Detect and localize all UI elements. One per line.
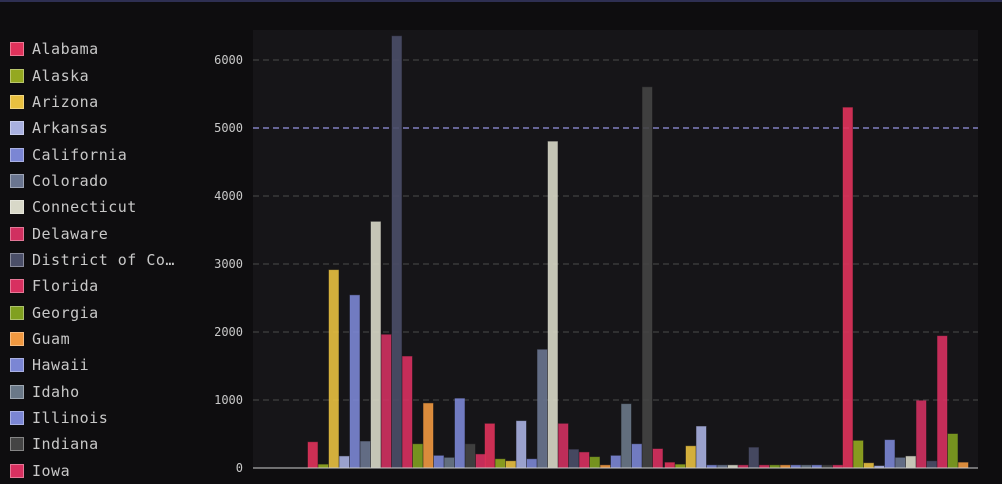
y-tick-label: 1000 <box>214 393 243 407</box>
bar <box>843 108 853 468</box>
bar <box>676 465 686 468</box>
bar <box>632 444 642 468</box>
bar <box>590 457 600 468</box>
bar <box>371 222 381 468</box>
bar <box>319 465 329 468</box>
bar <box>653 449 663 468</box>
bar <box>361 442 371 469</box>
bar <box>643 87 653 468</box>
y-tick-label: 0 <box>236 461 243 475</box>
bar <box>485 424 495 468</box>
y-tick-label: 5000 <box>214 121 243 135</box>
plot-area <box>253 30 978 468</box>
bar <box>697 427 707 469</box>
bar <box>455 399 465 468</box>
bar <box>948 434 958 468</box>
bar <box>424 403 434 468</box>
bar <box>434 456 444 468</box>
bar <box>517 421 527 468</box>
bar <box>559 424 569 468</box>
bar <box>392 36 402 468</box>
bar <box>959 463 969 468</box>
bar <box>749 448 759 468</box>
bar <box>382 335 392 468</box>
bar <box>622 404 632 468</box>
y-tick-label: 6000 <box>214 53 243 67</box>
bar <box>445 458 455 468</box>
bar <box>476 454 486 468</box>
bar <box>350 295 360 468</box>
bar <box>527 459 537 468</box>
bar <box>308 442 318 468</box>
bar <box>854 441 864 468</box>
y-tick-label: 3000 <box>214 257 243 271</box>
bar <box>938 336 948 468</box>
bar <box>329 270 339 468</box>
bar <box>580 452 590 468</box>
bar <box>885 440 895 468</box>
bar <box>496 459 506 468</box>
y-tick-label: 4000 <box>214 189 243 203</box>
bar <box>538 350 548 468</box>
bar <box>896 458 906 468</box>
bar <box>569 450 579 468</box>
bar <box>927 461 937 468</box>
bar <box>665 463 675 468</box>
bar <box>917 401 927 468</box>
bar <box>403 357 413 469</box>
bar <box>506 461 516 468</box>
y-tick-label: 2000 <box>214 325 243 339</box>
bar <box>611 456 621 468</box>
bar <box>686 446 696 468</box>
bar <box>413 444 423 468</box>
bar <box>548 142 558 468</box>
bar <box>906 456 916 468</box>
bar <box>466 444 476 468</box>
bar <box>340 456 350 468</box>
bar <box>864 463 874 468</box>
